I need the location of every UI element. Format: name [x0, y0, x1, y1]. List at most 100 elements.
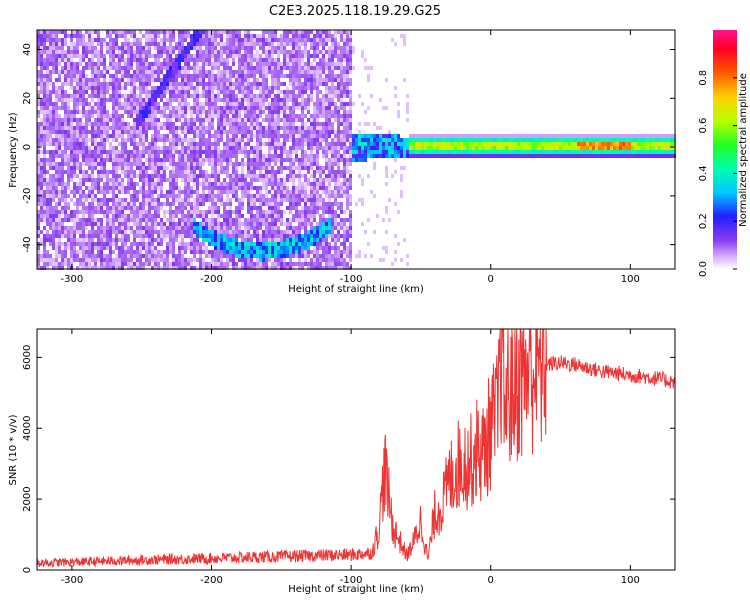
heatmap-cell [274, 146, 277, 150]
heatmap-cell [226, 86, 229, 90]
heatmap-cell [265, 130, 268, 134]
heatmap-cell [259, 110, 262, 114]
heatmap-cell [154, 214, 157, 218]
heatmap-cell [286, 42, 289, 46]
heatmap-cell [217, 222, 220, 226]
heatmap-cell [94, 30, 97, 34]
heatmap-cell [121, 54, 124, 58]
heatmap-cell [256, 210, 259, 214]
heatmap-cell [253, 106, 256, 110]
heatmap-cell [181, 170, 184, 174]
heatmap-cell [304, 142, 307, 146]
heatmap-cell [184, 234, 187, 238]
heatmap-cell [88, 258, 91, 262]
heatmap-cell [37, 142, 40, 146]
heatmap-cell [160, 114, 163, 118]
heatmap-cell [172, 62, 175, 66]
heatmap-cell [181, 234, 184, 238]
heatmap-cell [46, 210, 49, 214]
heatmap-cell [154, 86, 157, 90]
heatmap-cell [121, 74, 124, 78]
heatmap-cell [262, 34, 265, 38]
heatmap-cell [223, 122, 226, 126]
heatmap-cell [229, 186, 232, 190]
heatmap-cell [316, 238, 319, 242]
heatmap-cell [157, 134, 160, 138]
heatmap-cell [70, 166, 73, 170]
heatmap-cell [184, 118, 187, 122]
heatmap-cell [205, 234, 208, 238]
heatmap-cell [124, 254, 127, 258]
heatmap-cell [241, 46, 244, 50]
heatmap-cell [295, 250, 298, 254]
heatmap-cell [43, 98, 46, 102]
heatmap-cell [211, 66, 214, 70]
heatmap-cell [46, 114, 49, 118]
heatmap-cell [133, 82, 136, 86]
heatmap-cell [250, 222, 253, 226]
heatmap-cell [277, 246, 280, 250]
heatmap-cell [67, 166, 70, 170]
heatmap-cell [241, 134, 244, 138]
heatmap-cell [115, 254, 118, 258]
heatmap-cell [310, 126, 313, 130]
heatmap-cell [274, 130, 277, 134]
heatmap-cell [127, 66, 130, 70]
heatmap-cell [175, 254, 178, 258]
heatmap-cell [121, 226, 124, 230]
heatmap-cell [118, 222, 121, 226]
heatmap-cell [64, 30, 67, 34]
heatmap-cell [46, 86, 49, 90]
heatmap-cell [235, 238, 238, 242]
heatmap-cell [127, 94, 130, 98]
heatmap-cell [148, 242, 151, 246]
heatmap-cell [127, 190, 130, 194]
heatmap-cell [70, 218, 73, 222]
heatmap-cell [271, 194, 274, 198]
heatmap-cell [139, 246, 142, 250]
heatmap-cell [259, 206, 262, 210]
heatmap-cell [151, 198, 154, 202]
heatmap-cell [181, 150, 184, 154]
heatmap-cell [187, 258, 190, 262]
heatmap-cell [259, 82, 262, 86]
heatmap-cell [88, 218, 91, 222]
heatmap-cell [202, 266, 205, 270]
heatmap-cell [64, 198, 67, 202]
heatmap-cell [157, 166, 160, 170]
heatmap-cell [193, 122, 196, 126]
heatmap-cell [109, 58, 112, 62]
heatmap-cell [112, 182, 115, 186]
heatmap-cell [118, 218, 121, 222]
heatmap-cell [259, 150, 262, 154]
heatmap-cell [37, 146, 40, 150]
heatmap-cell [49, 194, 52, 198]
heatmap-cell [166, 74, 169, 78]
heatmap-cell [262, 234, 265, 238]
heatmap-cell [55, 182, 58, 186]
heatmap-cell [61, 126, 64, 130]
heatmap-cell [271, 146, 274, 150]
heatmap-cell [283, 250, 286, 254]
heatmap-cell [82, 50, 85, 54]
heatmap-cell [295, 106, 298, 110]
heatmap-cell [274, 114, 277, 118]
heatmap-cell [307, 62, 310, 66]
heatmap-cell [325, 130, 328, 134]
heatmap-cell [259, 242, 262, 246]
heatmap-cell [253, 194, 256, 198]
heatmap-cell [163, 162, 166, 166]
heatmap-cell [319, 266, 322, 270]
heatmap-cell [106, 174, 109, 178]
heatmap-cell [256, 86, 259, 90]
heatmap-cell [58, 62, 61, 66]
heatmap-cell [157, 102, 160, 106]
heatmap-cell [223, 226, 226, 230]
heatmap-cell [184, 206, 187, 210]
heatmap-cell [232, 62, 235, 66]
heatmap-cell [181, 54, 184, 58]
heatmap-cell [172, 178, 175, 182]
heatmap-cell [97, 38, 100, 42]
heatmap-cell [187, 142, 190, 146]
heatmap-cell [52, 142, 55, 146]
